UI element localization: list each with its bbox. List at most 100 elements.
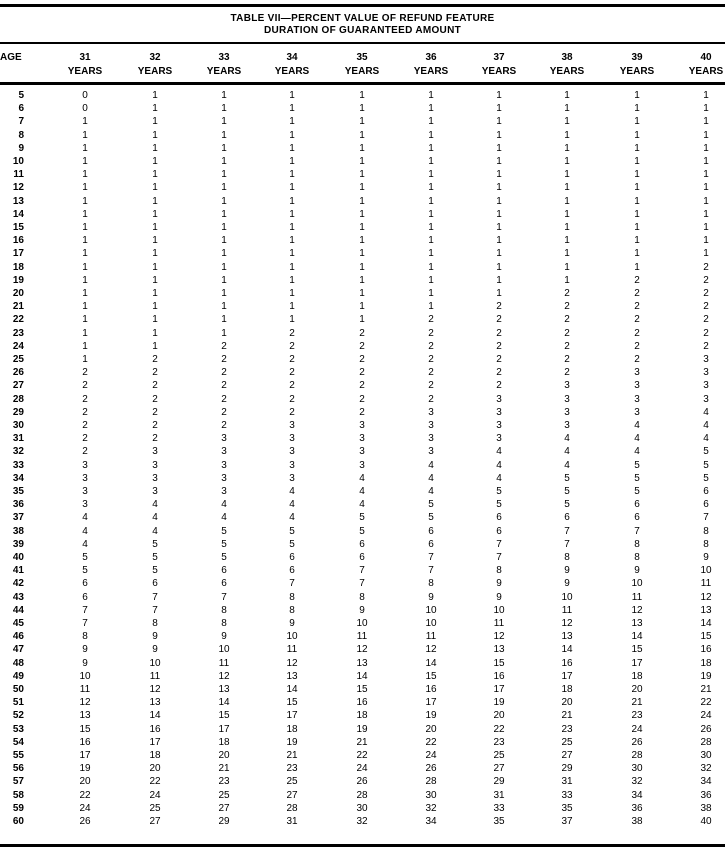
- table-cell: 1: [152, 274, 158, 286]
- table-cell: 27: [149, 816, 161, 827]
- row-age: 14: [12, 208, 24, 220]
- row-age: 49: [12, 670, 24, 682]
- table-cell: 0: [82, 103, 88, 115]
- table-cell: 1: [221, 103, 227, 115]
- table-cell: 3: [221, 472, 227, 484]
- table-cell: 19: [700, 670, 712, 682]
- table-cell: 2: [289, 393, 295, 405]
- table-cell: 1: [289, 116, 295, 128]
- row-age: 20: [12, 288, 24, 299]
- table-cell: 1: [428, 301, 434, 313]
- table-cell: 1: [289, 301, 295, 313]
- table-cell: 5: [152, 552, 158, 563]
- table-cell: 1: [634, 208, 640, 220]
- table-cell: 2: [152, 433, 158, 445]
- table-cell: 1: [564, 169, 570, 181]
- table-cell: 1: [221, 222, 227, 233]
- row-age: 60: [12, 816, 24, 827]
- table-cell: 1: [359, 103, 365, 115]
- table-cell: 2: [359, 380, 365, 392]
- table-cell: 20: [79, 776, 91, 788]
- table-cell: 3: [564, 406, 570, 418]
- row-age: 36: [12, 499, 24, 511]
- table-cell: 2: [496, 314, 502, 326]
- table-cell: 21: [561, 710, 573, 722]
- table-cell: 2: [359, 393, 365, 405]
- table-cell: 2: [359, 406, 365, 418]
- table-cell: 7: [82, 604, 88, 616]
- table-cell: 20: [493, 710, 505, 722]
- table-cell: 3: [289, 446, 295, 458]
- table-cell: 26: [356, 776, 368, 788]
- table-cell: 31: [493, 789, 505, 801]
- table-cell: 12: [631, 604, 643, 616]
- row-age: 6: [18, 103, 24, 115]
- table-cell: 5: [152, 538, 158, 550]
- table-cell: 3: [221, 459, 227, 471]
- table-cell: 12: [286, 657, 298, 669]
- table-cell: 7: [564, 538, 570, 550]
- table-cell: 3: [152, 446, 158, 458]
- table-cell: 1: [359, 274, 365, 286]
- column-header-unit: YEARS: [344, 66, 380, 77]
- table-cell: 16: [356, 697, 368, 709]
- table-cell: 1: [359, 314, 365, 326]
- table-cell: 3: [496, 433, 502, 445]
- table-cell: 1: [221, 208, 227, 220]
- table-cell: 5: [359, 512, 365, 524]
- table-cell: 1: [634, 90, 640, 101]
- table-cell: 13: [356, 657, 368, 669]
- table-cell: 2: [703, 327, 709, 339]
- table-cell: 12: [561, 618, 573, 629]
- table-cell: 1: [703, 142, 709, 154]
- table-cell: 4: [82, 538, 88, 550]
- table-cell: 1: [634, 195, 640, 207]
- table-cell: 1: [359, 116, 365, 128]
- table-cell: 1: [428, 248, 434, 260]
- row-age: 58: [12, 789, 24, 801]
- table-cell: 8: [289, 604, 295, 616]
- table-cell: 1: [289, 142, 295, 154]
- table-cell: 13: [286, 670, 298, 682]
- table-cell: 4: [359, 486, 365, 497]
- table-cell: 3: [82, 472, 88, 484]
- table-cell: 4: [496, 472, 502, 484]
- table-cell: 1: [634, 156, 640, 167]
- table-cell: 38: [631, 816, 643, 827]
- table-cell: 17: [286, 710, 298, 722]
- row-age: 5: [18, 90, 24, 101]
- table-cell: 2: [496, 354, 502, 365]
- table-cell: 24: [356, 763, 368, 775]
- table-cell: 8: [152, 618, 158, 629]
- table-cell: 15: [425, 670, 437, 682]
- table-cell: 4: [428, 472, 434, 484]
- table-cell: 1: [82, 327, 88, 339]
- table-cell: 13: [493, 644, 505, 656]
- table-cell: 9: [496, 591, 502, 603]
- title-rule: [0, 42, 725, 44]
- table-cell: 6: [221, 565, 227, 577]
- table-cell: 7: [221, 591, 227, 603]
- table-cell: 2: [634, 288, 640, 299]
- table-cell: 10: [425, 618, 437, 629]
- table-cell: 1: [82, 340, 88, 352]
- table-cell: 13: [561, 631, 573, 643]
- table-cell: 4: [359, 499, 365, 511]
- table-cell: 5: [703, 446, 709, 458]
- table-cell: 1: [359, 195, 365, 207]
- row-age: 41: [12, 565, 24, 577]
- table-cell: 1: [289, 248, 295, 260]
- table-cell: 2: [703, 301, 709, 313]
- table-cell: 1: [634, 235, 640, 247]
- table-cell: 4: [289, 486, 295, 497]
- table-title: TABLE VII—PERCENT VALUE OF REFUND FEATUR…: [230, 13, 495, 24]
- table-cell: 2: [221, 354, 227, 365]
- table-cell: 4: [634, 446, 640, 458]
- table-cell: 1: [428, 235, 434, 247]
- column-header-unit: YEARS: [481, 66, 517, 77]
- table-cell: 1: [221, 129, 227, 141]
- table-cell: 2: [221, 393, 227, 405]
- table-cell: 25: [493, 750, 505, 761]
- row-age: 48: [12, 657, 24, 669]
- table-cell: 1: [703, 235, 709, 247]
